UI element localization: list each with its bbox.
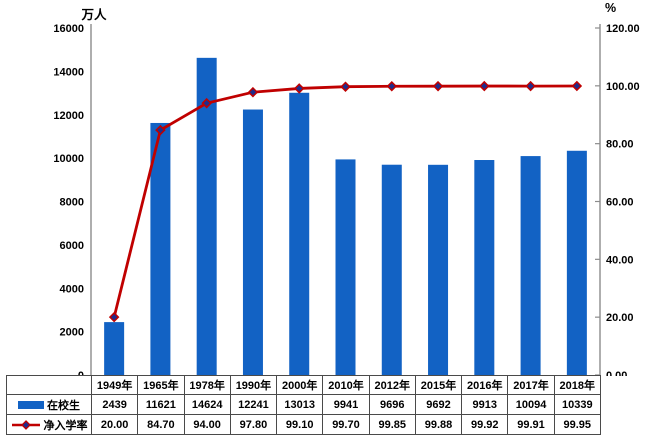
bar-2016年 (474, 160, 495, 375)
bar-2012年 (381, 164, 402, 375)
chart-data-table: 1949年 1965年 1978年 1990年 2000年 2010年 2012年 2015年… (6, 375, 601, 435)
year-header-cell: 2016年 (461, 375, 509, 395)
line-marker-1990年 (247, 86, 259, 98)
value-cell: 9941 (322, 394, 370, 415)
table-row-students: 在校生 2439 11621 14624 12241 13013 9941 9696 9692 9… (6, 394, 601, 415)
value-cell: 10339 (553, 394, 601, 415)
line-marker-1949年 (108, 311, 120, 323)
value-cell: 84.70 (137, 414, 185, 435)
value-cell: 99.92 (461, 414, 509, 435)
table-row-rate: 净入学率 20.00 84.70 94.00 97.80 99.10 99.70 99.85 9… (6, 414, 601, 435)
bar-2000年 (289, 92, 310, 375)
value-cell: 99.85 (368, 414, 416, 435)
line-marker-1965年 (155, 124, 166, 136)
left-axis-tick-label: 4000 (60, 283, 84, 295)
value-cell: 20.00 (90, 414, 139, 435)
value-cell: 94.00 (183, 414, 231, 435)
line-marker-2018年 (571, 80, 583, 92)
right-axis-tick-label: 80.00 (606, 139, 634, 151)
right-axis-tick-label: 20.00 (606, 312, 634, 324)
right-axis-tick-label: 40.00 (606, 254, 634, 266)
left-axis-unit-label: 万人 (81, 8, 107, 22)
legend-line-swatch (11, 419, 40, 430)
line-marker-2012年 (386, 81, 398, 92)
legend-label: 在校生 (47, 399, 80, 412)
table-year-header-row: 1949年 1965年 1978年 1990年 2000年 2010年 2012年 2015年… (6, 375, 601, 395)
year-header-cell: 2012年 (368, 375, 416, 395)
left-axis-tick-label: 2000 (60, 327, 84, 339)
value-cell: 11621 (137, 394, 185, 415)
bar-2015年 (428, 164, 449, 375)
bar-2018年 (566, 150, 587, 375)
legend-cell: 在校生 (6, 394, 92, 415)
value-cell: 99.10 (276, 414, 324, 435)
value-cell: 10094 (507, 394, 555, 415)
bar-1965年 (150, 122, 171, 375)
left-axis-tick-label: 16000 (53, 23, 84, 35)
right-axis-unit-label: % (605, 1, 617, 15)
legend-label: 净入学率 (43, 419, 88, 432)
left-axis-tick-label: 0 (78, 370, 84, 376)
value-cell: 9696 (368, 394, 416, 415)
line-marker-2017年 (525, 80, 536, 92)
value-cell: 99.95 (553, 414, 601, 435)
left-axis-tick-label: 12000 (53, 110, 84, 122)
table-corner-blank (6, 375, 92, 395)
year-header-cell: 1965年 (137, 375, 185, 395)
bar-2010年 (335, 159, 356, 375)
line-marker-1978年 (201, 97, 212, 109)
left-axis-tick-label: 10000 (53, 153, 84, 165)
value-cell: 14624 (183, 394, 231, 415)
year-header-cell: 2018年 (553, 375, 601, 395)
value-cell: 12241 (229, 394, 278, 415)
right-axis-tick-label: 0.00 (606, 370, 627, 376)
year-header-cell: 1949年 (90, 375, 139, 395)
combo-chart-plot: 0 2000 4000 6000 8000 10000 12000 14000 16000 0.0… (53, 23, 640, 376)
line-marker-2016年 (479, 80, 490, 92)
bar-1949年 (104, 322, 125, 375)
year-header-cell: 2015年 (414, 375, 463, 395)
bar-1990年 (242, 109, 263, 375)
value-cell: 97.80 (229, 414, 278, 435)
right-axis-tick-label: 120.00 (606, 23, 640, 35)
right-axis-tick-label: 100.00 (606, 81, 640, 93)
line-marker-2010年 (340, 81, 351, 92)
line-marker-2000年 (293, 83, 305, 94)
left-axis-tick-label: 14000 (53, 66, 84, 78)
right-axis-tick-label: 60.00 (606, 197, 634, 209)
value-cell: 99.91 (507, 414, 555, 435)
line-marker-2015年 (432, 80, 444, 92)
legend-bar-swatch (18, 400, 44, 409)
left-axis-tick-label: 6000 (60, 240, 84, 252)
year-header-cell: 2017年 (507, 375, 555, 395)
year-header-cell: 2010年 (322, 375, 370, 395)
bar-1978年 (196, 57, 217, 375)
year-header-cell: 2000年 (276, 375, 324, 395)
value-cell: 99.88 (414, 414, 463, 435)
left-axis-tick-label: 8000 (60, 197, 84, 209)
value-cell: 13013 (276, 394, 324, 415)
year-header-cell: 1978年 (183, 375, 231, 395)
legend-cell: 净入学率 (6, 414, 92, 435)
value-cell: 2439 (90, 394, 139, 415)
value-cell: 99.70 (322, 414, 370, 435)
year-header-cell: 1990年 (229, 375, 278, 395)
value-cell: 9692 (414, 394, 463, 415)
bar-2017年 (520, 156, 541, 375)
value-cell: 9913 (461, 394, 509, 415)
